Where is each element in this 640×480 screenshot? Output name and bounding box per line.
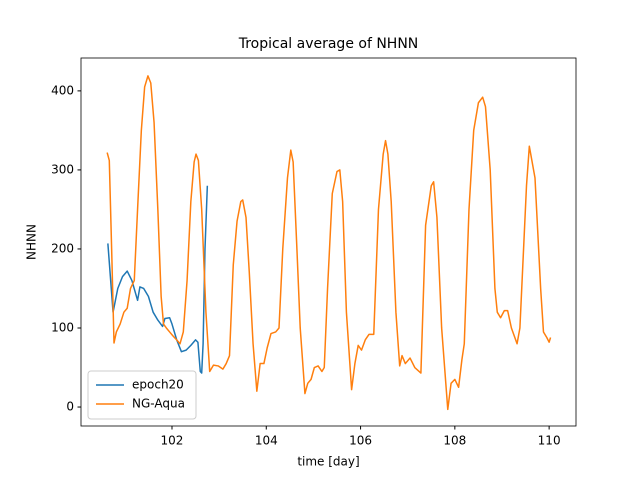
line-series <box>107 185 209 374</box>
y-tick-label: 300 <box>51 162 74 176</box>
chart-title: Tropical average of NHNN <box>238 36 419 52</box>
x-tick-label: 104 <box>255 434 278 448</box>
legend-label: NG-Aqua <box>132 397 185 411</box>
y-tick-label: 400 <box>51 83 74 97</box>
y-tick-label: 100 <box>51 320 74 334</box>
x-tick-label: 108 <box>443 434 466 448</box>
legend-label: epoch20 <box>132 378 184 392</box>
y-tick-label: 0 <box>66 400 74 414</box>
y-axis-label: NHNN <box>25 224 39 260</box>
x-tick-label: 102 <box>161 434 184 448</box>
legend-box <box>87 370 197 420</box>
plot-frame <box>80 57 577 427</box>
y-tick-label: 200 <box>51 241 74 255</box>
x-tick-label: 110 <box>538 434 561 448</box>
x-axis-label: time [day] <box>297 455 359 469</box>
x-tick-label: 106 <box>349 434 372 448</box>
line-series <box>106 75 552 411</box>
